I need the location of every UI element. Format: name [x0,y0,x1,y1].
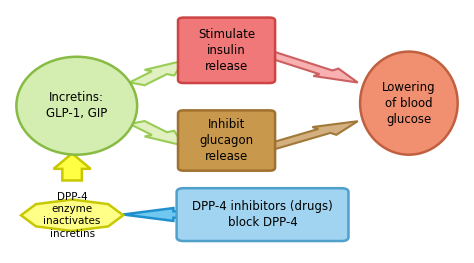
FancyBboxPatch shape [177,188,348,241]
Polygon shape [263,52,358,83]
Polygon shape [21,200,123,231]
Polygon shape [129,121,183,146]
Text: Stimulate
insulin
release: Stimulate insulin release [198,28,255,73]
Polygon shape [54,153,91,180]
Ellipse shape [360,52,457,155]
FancyBboxPatch shape [178,18,275,83]
Polygon shape [264,121,358,149]
Ellipse shape [16,57,137,155]
Text: Incretins:
GLP-1, GIP: Incretins: GLP-1, GIP [46,91,108,120]
FancyBboxPatch shape [178,110,275,171]
Polygon shape [129,61,183,85]
Text: DPP-4
enzyme
inactivates
incretins: DPP-4 enzyme inactivates incretins [44,192,101,239]
Polygon shape [123,208,183,221]
Text: Inhibit
glucagon
release: Inhibit glucagon release [200,118,254,163]
Text: Lowering
of blood
glucose: Lowering of blood glucose [382,81,436,126]
Text: DPP-4 inhibitors (drugs)
block DPP-4: DPP-4 inhibitors (drugs) block DPP-4 [192,200,333,229]
